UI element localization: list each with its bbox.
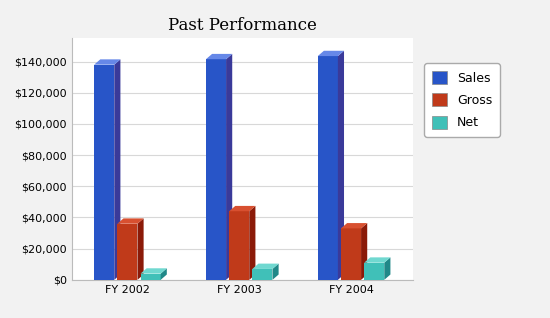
Bar (141, 273, 161, 280)
Polygon shape (318, 51, 344, 56)
Polygon shape (341, 223, 367, 228)
Polygon shape (114, 59, 120, 280)
Polygon shape (206, 54, 232, 59)
Bar (229, 211, 249, 280)
Polygon shape (249, 206, 255, 280)
Bar (252, 269, 272, 280)
Bar (364, 263, 384, 280)
Polygon shape (364, 257, 390, 263)
Title: Past Performance: Past Performance (168, 17, 316, 34)
Bar (94, 65, 114, 280)
Polygon shape (161, 268, 167, 280)
Legend: Sales, Gross, Net: Sales, Gross, Net (424, 64, 499, 137)
Polygon shape (138, 218, 144, 280)
Polygon shape (226, 54, 232, 280)
Polygon shape (384, 257, 390, 280)
Bar (206, 59, 226, 280)
Polygon shape (229, 206, 255, 211)
Polygon shape (94, 59, 120, 65)
Bar (117, 224, 138, 280)
Polygon shape (361, 223, 367, 280)
Polygon shape (272, 264, 279, 280)
Polygon shape (252, 264, 279, 269)
Polygon shape (338, 51, 344, 280)
Bar (341, 228, 361, 280)
Polygon shape (141, 268, 167, 273)
Polygon shape (117, 218, 144, 224)
Bar (318, 56, 338, 280)
